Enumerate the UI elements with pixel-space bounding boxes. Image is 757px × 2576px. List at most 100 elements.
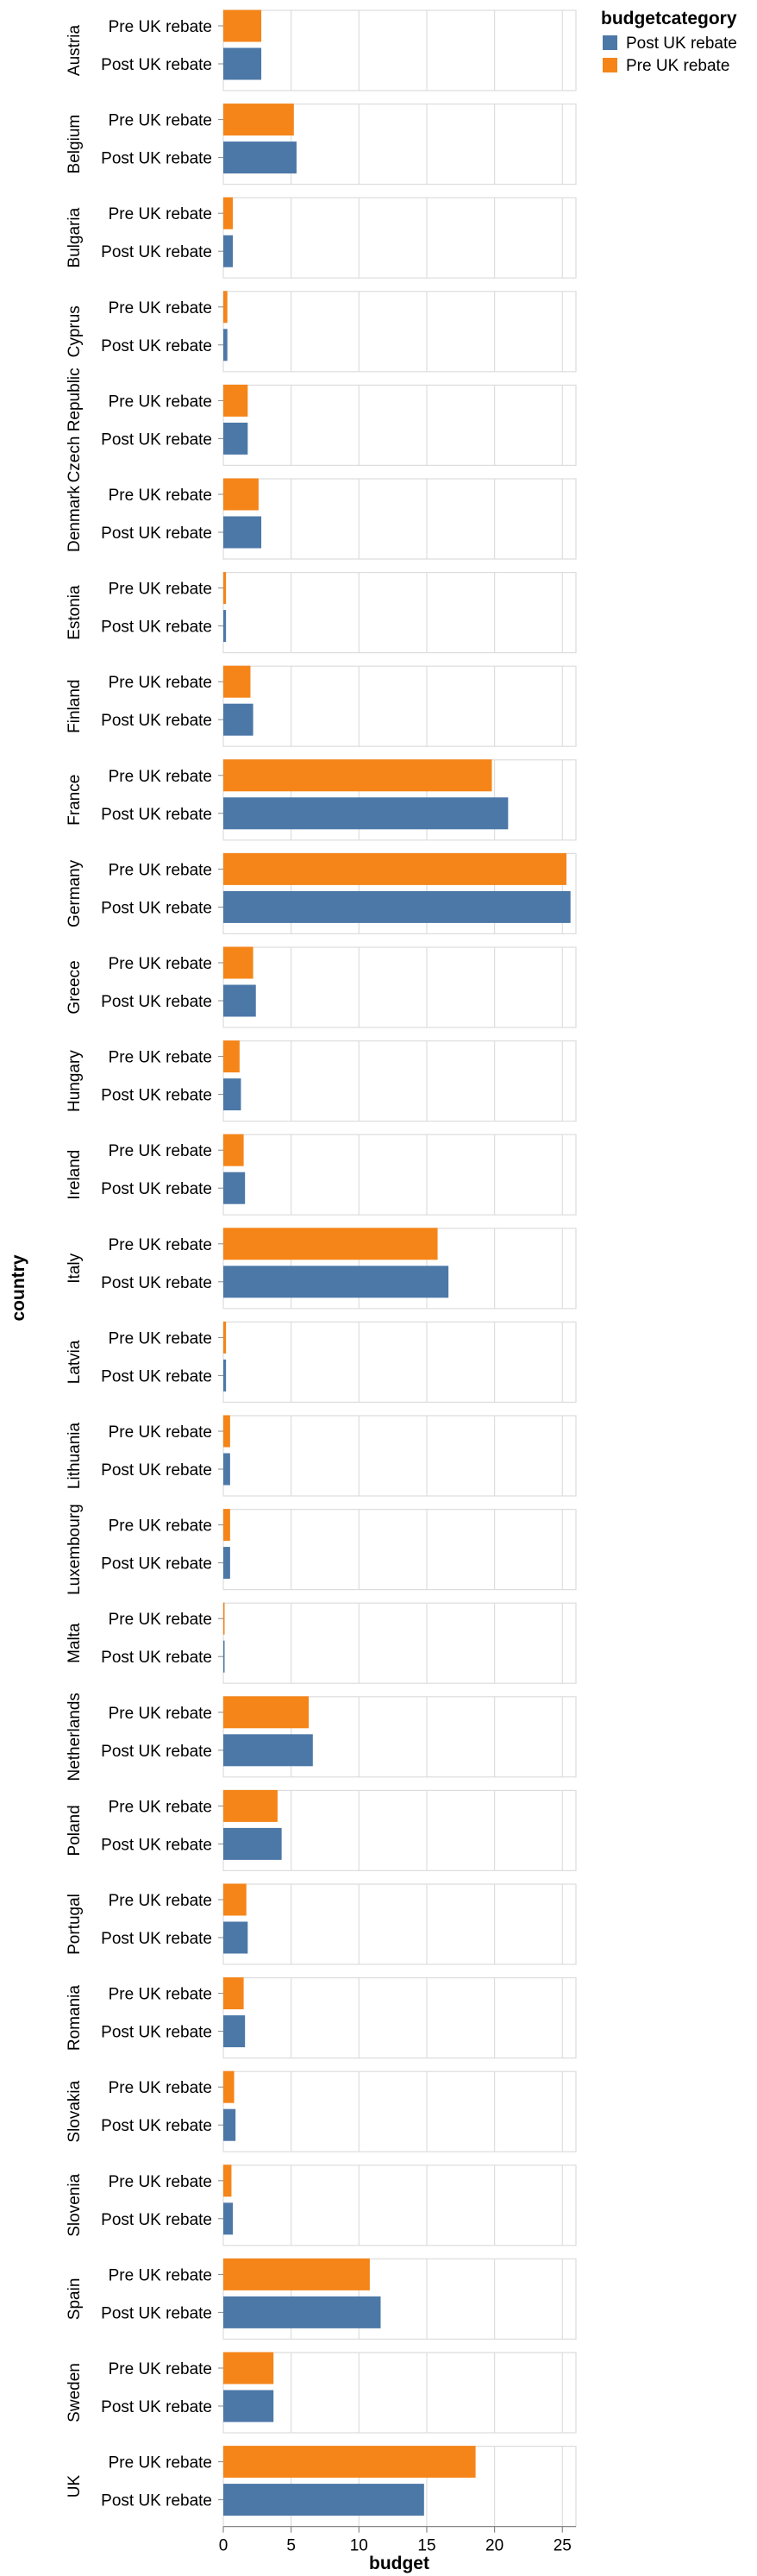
country-label: Bulgaria: [66, 207, 84, 267]
bar-pre-uk-rebate: [223, 384, 248, 417]
facet-frame: [222, 2352, 577, 2434]
y-tick-label: Post UK rebate: [101, 2117, 212, 2135]
facet-frame: [222, 946, 577, 1028]
bar-pre-uk-rebate: [223, 197, 234, 229]
bar-post-uk-rebate: [223, 1078, 241, 1111]
y-tick-label: Post UK rebate: [101, 1274, 212, 1292]
bar-pre-uk-rebate: [223, 2352, 274, 2384]
country-label: Sweden: [66, 2363, 84, 2422]
y-tick-label: Post UK rebate: [101, 2492, 212, 2510]
y-tick-label: Pre UK rebate: [109, 205, 212, 223]
bar-pre-uk-rebate: [223, 1509, 230, 1542]
bar-post-uk-rebate: [223, 1359, 227, 1392]
country-label: Belgium: [66, 115, 84, 174]
y-tick-label: Pre UK rebate: [109, 487, 212, 505]
bar-post-uk-rebate: [223, 1827, 282, 1860]
bar-pre-uk-rebate: [223, 291, 228, 324]
bar-post-uk-rebate: [223, 422, 248, 455]
y-tick-label: Post UK rebate: [101, 243, 212, 261]
y-tick-label: Post UK rebate: [101, 2024, 212, 2042]
facet-germany: Pre UK rebate Post UK rebate Germany: [66, 852, 577, 935]
bar-post-uk-rebate: [223, 1453, 230, 1486]
bar-pre-uk-rebate: [223, 1134, 244, 1166]
facet-netherlands: Pre UK rebate Post UK rebate Netherlands: [66, 1693, 577, 1781]
bar-post-uk-rebate: [223, 2296, 381, 2328]
facet-france: Pre UK rebate Post UK rebate France: [66, 759, 577, 841]
country-label: Portugal: [66, 1894, 84, 1955]
country-label: Luxembourg: [66, 1504, 84, 1595]
x-tick-label: 15: [417, 2537, 435, 2555]
bar-pre-uk-rebate: [223, 1977, 244, 2010]
y-tick-label: Pre UK rebate: [109, 1049, 212, 1067]
country-label: Estonia: [66, 585, 84, 640]
bar-post-uk-rebate: [223, 797, 509, 830]
y-tick-label: Pre UK rebate: [109, 861, 212, 879]
facet-frame: [222, 291, 577, 373]
country-facets: Pre UK rebate Post UK rebate Austria Pre UK…: [66, 9, 577, 2528]
facet-frame: [222, 1134, 577, 1216]
bar-post-uk-rebate: [223, 1921, 248, 1954]
bar-pre-uk-rebate: [223, 104, 294, 136]
facet-hungary: Pre UK rebate Post UK rebate Hungary: [66, 1040, 577, 1122]
bar-post-uk-rebate: [223, 2108, 236, 2141]
facet-frame: [222, 478, 577, 560]
y-tick-label: Pre UK rebate: [109, 1892, 212, 1910]
country-label: Slovakia: [66, 2080, 84, 2142]
country-label: Lithuania: [66, 1423, 84, 1490]
y-tick-label: Post UK rebate: [101, 2398, 212, 2416]
bar-pre-uk-rebate: [223, 478, 259, 511]
x-tick-label: 5: [286, 2537, 296, 2555]
country-label: Netherlands: [66, 1693, 84, 1781]
y-tick-label: Pre UK rebate: [109, 2360, 212, 2378]
y-axis-title: country: [9, 1254, 28, 1321]
bar-post-uk-rebate: [223, 235, 234, 267]
facet-frame: [222, 2164, 577, 2246]
facet-slovenia: Pre UK rebate Post UK rebate Slovenia: [66, 2164, 577, 2246]
facet-frame: [222, 197, 577, 279]
bar-post-uk-rebate: [223, 2484, 424, 2516]
country-label: Austria: [66, 25, 84, 77]
y-tick-label: Pre UK rebate: [109, 1329, 212, 1348]
facet-frame: [222, 9, 577, 91]
y-tick-label: Post UK rebate: [101, 1180, 212, 1198]
y-tick-label: Pre UK rebate: [109, 1611, 212, 1629]
bar-post-uk-rebate: [223, 890, 571, 923]
facet-frame: [222, 571, 577, 654]
y-tick-label: Pre UK rebate: [109, 393, 212, 411]
country-label: Malta: [66, 1623, 84, 1663]
facet-frame: [222, 1415, 577, 1497]
bar-post-uk-rebate: [223, 2015, 246, 2048]
bar-post-uk-rebate: [223, 703, 253, 736]
facet-estonia: Pre UK rebate Post UK rebate Estonia: [66, 571, 577, 654]
y-tick-label: Post UK rebate: [101, 806, 212, 824]
y-tick-label: Pre UK rebate: [109, 112, 212, 130]
facet-cyprus: Pre UK rebate Post UK rebate Cyprus: [66, 291, 577, 373]
country-label: Germany: [66, 859, 84, 927]
facet-frame: [222, 2070, 577, 2152]
bar-post-uk-rebate: [223, 1547, 230, 1580]
facet-portugal: Pre UK rebate Post UK rebate Portugal: [66, 1883, 577, 1965]
y-tick-label: Post UK rebate: [101, 1555, 212, 1574]
bar-pre-uk-rebate: [223, 852, 566, 885]
country-label: Finland: [66, 680, 84, 733]
bar-pre-uk-rebate: [223, 2446, 476, 2479]
y-tick-label: Post UK rebate: [101, 430, 212, 449]
facet-frame: [222, 1321, 577, 1404]
bar-post-uk-rebate: [223, 610, 227, 643]
bar-pre-uk-rebate: [223, 2164, 232, 2197]
x-axis-title: budget: [369, 2554, 429, 2573]
bar-pre-uk-rebate: [223, 946, 253, 979]
bar-pre-uk-rebate: [223, 572, 227, 605]
bar-pre-uk-rebate: [223, 665, 251, 698]
y-tick-label: Post UK rebate: [101, 993, 212, 1011]
y-tick-label: Pre UK rebate: [109, 955, 212, 973]
country-label: Cyprus: [66, 305, 84, 357]
legend: budgetcategory Post UK rebate Pre UK reba…: [601, 9, 737, 75]
facet-lithuania: Pre UK rebate Post UK rebate Lithuania: [66, 1415, 577, 1497]
facet-czech-republic: Pre UK rebate Post UK rebate Czech Republi…: [66, 368, 577, 482]
bar-post-uk-rebate: [223, 2202, 234, 2235]
facet-ireland: Pre UK rebate Post UK rebate Ireland: [66, 1134, 577, 1216]
country-label: Hungary: [66, 1050, 84, 1112]
facet-finland: Pre UK rebate Post UK rebate Finland: [66, 665, 577, 747]
y-tick-label: Post UK rebate: [101, 899, 212, 917]
